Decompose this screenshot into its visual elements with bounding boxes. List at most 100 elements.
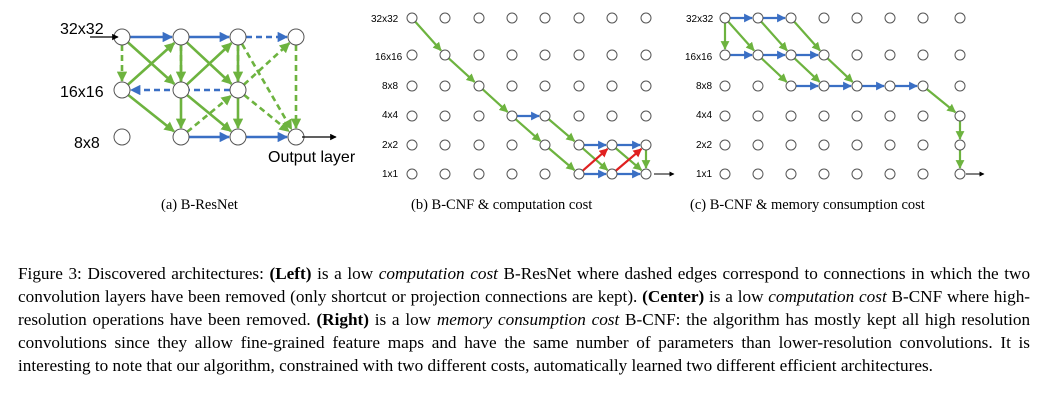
caption-right-italic: memory consumption cost — [436, 310, 620, 329]
graph-node — [606, 168, 618, 180]
graph-node — [917, 80, 929, 92]
caption-right-text2: B-CNF: the algorithm has mostly kept all… — [18, 310, 1031, 375]
graph-node — [884, 80, 896, 92]
edge-arrow — [481, 88, 509, 113]
panel-a-row-label-16: 16x16 — [60, 84, 104, 101]
panel-b-row-label-32: 32x32 — [371, 14, 399, 25]
figure-3: 32x32 16x16 8x8 Output layer (a) B-ResNe… — [60, 12, 985, 213]
graph-node — [506, 80, 518, 92]
graph-node — [851, 139, 863, 151]
graph-node — [719, 168, 731, 180]
panel-c-nodes — [719, 12, 966, 180]
panel-a-b-resnet: 32x32 16x16 8x8 Output layer (a) B-ResNe… — [60, 21, 356, 213]
graph-node — [473, 168, 485, 180]
caption-left-bold: (Left) — [269, 264, 312, 283]
graph-node — [752, 139, 764, 151]
graph-node — [229, 28, 247, 46]
figure-caption: Figure 3: Discovered architectures: (Lef… — [18, 262, 1030, 377]
graph-node — [606, 139, 618, 151]
graph-node — [506, 139, 518, 151]
edge-arrow — [243, 42, 291, 86]
graph-node — [506, 12, 518, 24]
edge-arrow — [826, 57, 854, 83]
edge-arrow — [760, 57, 788, 83]
graph-node — [884, 49, 896, 61]
graph-node — [785, 168, 797, 180]
caption-left-text1: is a low — [317, 264, 374, 283]
graph-node — [640, 168, 652, 180]
graph-node — [172, 128, 190, 146]
graph-node — [439, 49, 451, 61]
graph-node — [818, 139, 830, 151]
edge-arrow — [926, 88, 957, 114]
graph-node — [506, 110, 518, 122]
graph-node — [818, 110, 830, 122]
panel-c-row-label-32: 32x32 — [686, 14, 714, 25]
graph-node — [851, 168, 863, 180]
graph-node — [539, 80, 551, 92]
panel-b-edges — [414, 20, 651, 179]
graph-node — [917, 139, 929, 151]
graph-node — [439, 110, 451, 122]
graph-node — [884, 139, 896, 151]
panel-c-cnf-memory: 32x32 16x16 8x8 4x4 2x2 1x1 (c) B-CNF & … — [685, 12, 985, 213]
graph-node — [172, 81, 190, 99]
graph-node — [406, 12, 418, 24]
graph-node — [113, 128, 131, 146]
graph-node — [506, 168, 518, 180]
graph-node — [954, 139, 966, 151]
graph-node — [752, 49, 764, 61]
graph-node — [785, 49, 797, 61]
edge-arrow — [127, 93, 175, 133]
graph-node — [917, 168, 929, 180]
caption-center-text1: is a low — [709, 287, 764, 306]
graph-node — [851, 80, 863, 92]
panel-a-output-label: Output layer — [268, 149, 356, 166]
graph-node — [287, 28, 305, 46]
graph-node — [818, 49, 830, 61]
panel-c-caption: (c) B-CNF & memory consumption cost — [690, 197, 925, 213]
graph-node — [473, 12, 485, 24]
graph-node — [406, 139, 418, 151]
graph-node — [818, 12, 830, 24]
graph-node — [640, 139, 652, 151]
graph-node — [473, 110, 485, 122]
caption-intro: Discovered architectures: — [87, 264, 264, 283]
edge-arrow — [582, 148, 609, 172]
graph-node — [719, 139, 731, 151]
graph-node — [506, 49, 518, 61]
graph-node — [719, 110, 731, 122]
graph-node — [917, 12, 929, 24]
graph-node — [884, 110, 896, 122]
caption-right-bold: (Right) — [316, 310, 369, 329]
graph-node — [229, 81, 247, 99]
edge-arrow — [793, 57, 821, 83]
edge-arrow — [793, 20, 821, 52]
graph-node — [640, 12, 652, 24]
panel-b-row-label-2: 2x2 — [382, 140, 399, 151]
graph-node — [954, 80, 966, 92]
edge-arrow — [548, 118, 576, 142]
graph-node — [406, 110, 418, 122]
graph-node — [954, 168, 966, 180]
graph-node — [884, 168, 896, 180]
panel-b-row-label-16: 16x16 — [375, 52, 403, 63]
graph-node — [439, 139, 451, 151]
edge-arrow — [615, 148, 643, 172]
graph-node — [954, 110, 966, 122]
panel-a-caption: (a) B-ResNet — [161, 197, 238, 213]
graph-node — [113, 81, 131, 99]
graph-node — [539, 110, 551, 122]
graph-node — [439, 168, 451, 180]
graph-node — [785, 12, 797, 24]
graph-node — [287, 128, 305, 146]
panel-b-row-label-1: 1x1 — [382, 169, 399, 180]
graph-node — [406, 168, 418, 180]
caption-left-text2: B-ResNet where dashed edges correspond t… — [18, 264, 1031, 306]
graph-node — [473, 49, 485, 61]
panel-c-row-label-16: 16x16 — [685, 52, 713, 63]
caption-right-text1: is a low — [374, 310, 432, 329]
edge-arrow — [548, 147, 576, 171]
graph-node — [851, 12, 863, 24]
panel-c-row-label-4: 4x4 — [696, 110, 713, 121]
